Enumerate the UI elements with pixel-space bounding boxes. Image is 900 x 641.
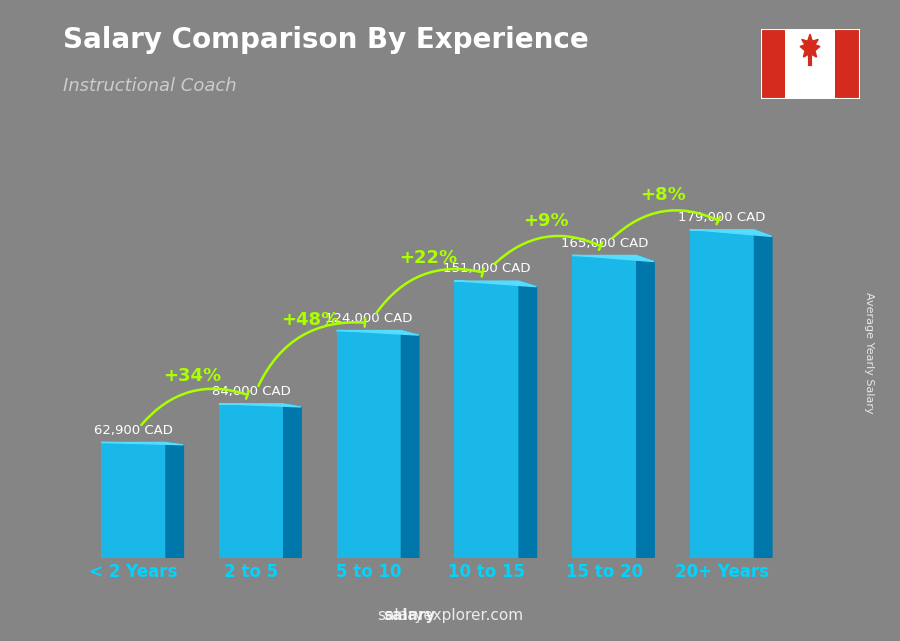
Polygon shape	[166, 442, 184, 558]
Text: Salary Comparison By Experience: Salary Comparison By Experience	[63, 26, 589, 54]
Text: 62,900 CAD: 62,900 CAD	[94, 424, 173, 437]
Text: 151,000 CAD: 151,000 CAD	[443, 262, 530, 276]
Text: 179,000 CAD: 179,000 CAD	[679, 211, 766, 224]
Text: 84,000 CAD: 84,000 CAD	[212, 385, 291, 398]
Polygon shape	[800, 34, 820, 57]
Polygon shape	[754, 230, 772, 558]
Text: Average Yearly Salary: Average Yearly Salary	[863, 292, 874, 413]
Polygon shape	[337, 331, 419, 335]
Text: +34%: +34%	[164, 367, 221, 385]
Polygon shape	[219, 404, 302, 407]
FancyBboxPatch shape	[101, 442, 166, 558]
Polygon shape	[284, 404, 302, 558]
Polygon shape	[519, 281, 536, 558]
Polygon shape	[454, 281, 536, 287]
FancyBboxPatch shape	[337, 331, 401, 558]
Polygon shape	[572, 256, 654, 262]
Bar	[835, 29, 860, 99]
Polygon shape	[101, 442, 184, 445]
Text: +48%: +48%	[281, 311, 339, 329]
FancyBboxPatch shape	[572, 256, 637, 558]
FancyBboxPatch shape	[219, 404, 284, 558]
Text: +8%: +8%	[641, 186, 686, 204]
Text: +22%: +22%	[399, 249, 457, 267]
Text: 124,000 CAD: 124,000 CAD	[325, 312, 413, 325]
FancyBboxPatch shape	[689, 230, 754, 558]
Bar	[760, 29, 785, 99]
FancyBboxPatch shape	[454, 281, 519, 558]
Polygon shape	[401, 331, 419, 558]
Text: Instructional Coach: Instructional Coach	[63, 77, 237, 95]
Text: +9%: +9%	[523, 212, 569, 230]
Text: salaryexplorer.com: salaryexplorer.com	[377, 608, 523, 623]
Polygon shape	[689, 230, 772, 237]
Text: 165,000 CAD: 165,000 CAD	[561, 237, 648, 250]
Bar	[785, 29, 835, 99]
Text: salary: salary	[383, 608, 436, 623]
Polygon shape	[637, 256, 654, 558]
